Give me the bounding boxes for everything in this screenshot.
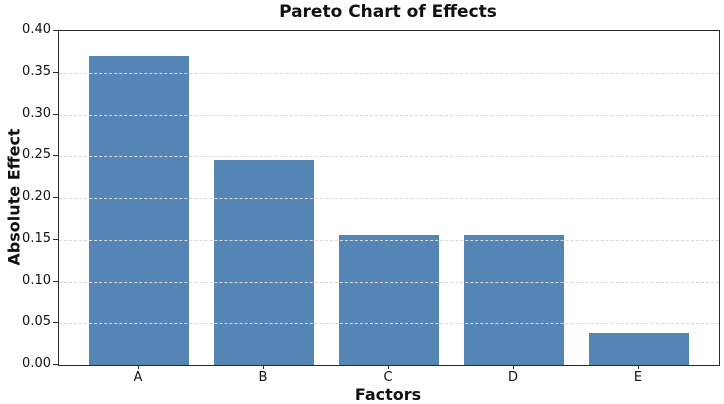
ytick-mark-0.15 xyxy=(53,238,58,240)
ytick-label-0.20: 0.20 xyxy=(22,189,51,204)
xtick-mark-A xyxy=(138,365,139,369)
chart-title: Pareto Chart of Effects xyxy=(279,2,497,22)
gridline-0.05 xyxy=(59,323,719,325)
bar-B xyxy=(214,160,314,365)
ytick-label-0.00: 0.00 xyxy=(22,356,51,371)
bar-E xyxy=(589,333,689,365)
gridline-0.35 xyxy=(59,72,719,74)
ytick-mark-0.30 xyxy=(53,113,58,115)
xtick-mark-D xyxy=(513,365,514,369)
ytick-mark-0.00 xyxy=(53,364,58,365)
ytick-mark-0.35 xyxy=(53,71,58,73)
gridline-0.15 xyxy=(59,239,719,241)
xtick-mark-C xyxy=(388,365,389,369)
gridline-0.2 xyxy=(59,198,719,199)
xtick-mark-E xyxy=(638,365,639,369)
ytick-label-0.25: 0.25 xyxy=(22,147,51,163)
ytick-label-0.15: 0.15 xyxy=(22,230,51,246)
xtick-label-C: C xyxy=(383,370,393,385)
ytick-mark-0.25 xyxy=(53,155,58,157)
ytick-label-0.35: 0.35 xyxy=(22,63,51,79)
ytick-label-0.40: 0.40 xyxy=(22,22,51,37)
xtick-label-B: B xyxy=(258,370,268,385)
ytick-mark-0.10 xyxy=(53,280,58,282)
ytick-label-0.05: 0.05 xyxy=(22,314,51,330)
xtick-mark-B xyxy=(263,365,264,369)
xtick-label-A: A xyxy=(133,370,143,385)
x-axis-label: Factors xyxy=(354,385,422,404)
gridline-0.25 xyxy=(59,156,719,158)
ytick-label-0.10: 0.10 xyxy=(22,272,51,288)
gridline-0.3 xyxy=(59,114,719,116)
xtick-label-E: E xyxy=(633,370,643,385)
ytick-label-0.30: 0.30 xyxy=(22,105,51,121)
bar-C xyxy=(339,234,439,365)
plot-area xyxy=(58,30,720,366)
bar-A xyxy=(89,56,189,365)
gridline-0.1 xyxy=(59,281,719,283)
bar-D xyxy=(464,234,564,365)
ytick-mark-0.20 xyxy=(53,197,58,198)
xtick-label-D: D xyxy=(507,370,518,385)
ytick-mark-0.40 xyxy=(53,30,58,31)
ytick-mark-0.05 xyxy=(53,322,58,324)
